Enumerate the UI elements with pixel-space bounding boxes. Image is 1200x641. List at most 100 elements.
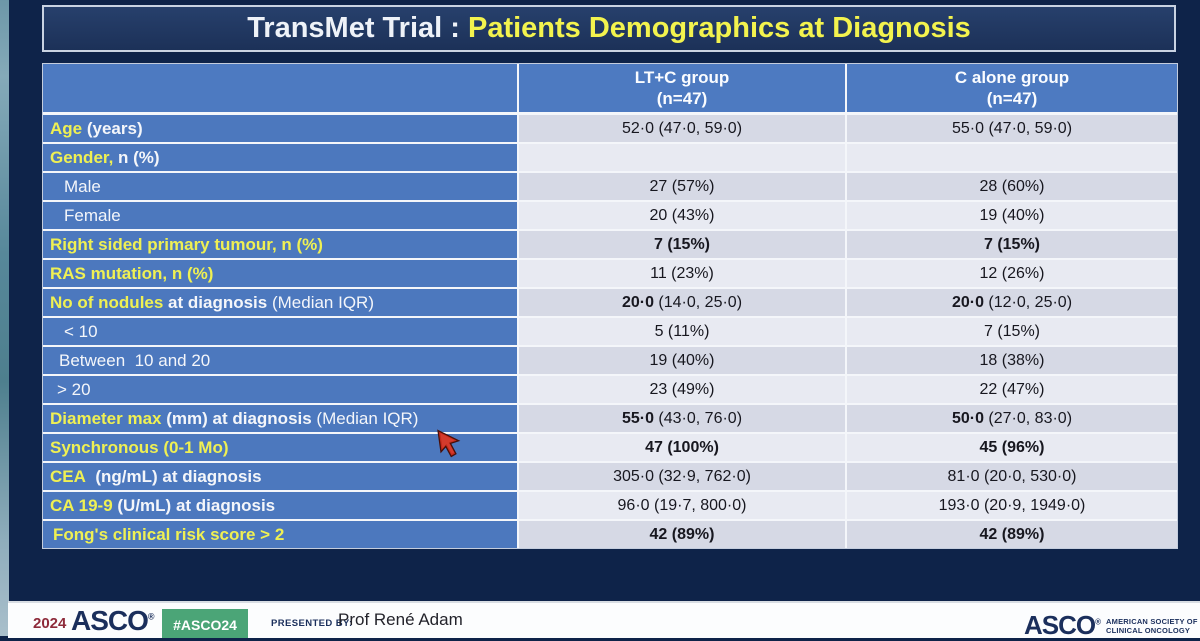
value-text: 42 (89%) [979, 525, 1045, 543]
value-text: 96·0 (19·7, 800·0) [617, 496, 747, 514]
c-alone-value-cell: 18 (38%) [847, 347, 1177, 374]
c-alone-value-cell: 42 (89%) [847, 521, 1177, 548]
value-text: 50·0 [951, 409, 984, 427]
label-text: Age [50, 118, 83, 138]
value-text: 11 (23%) [650, 264, 714, 282]
ltc-value-cell: 96·0 (19·7, 800·0) [519, 492, 847, 519]
footer-bar: 2024 ASCO® #ASCO24 PRESENTED BY: Prof Re… [8, 601, 1200, 641]
ltc-value-cell: 11 (23%) [519, 260, 847, 287]
header-c-alone-line1: C alone group [954, 68, 1070, 87]
value-text: 5 (11%) [654, 322, 710, 340]
header-label-cell [43, 64, 519, 112]
value-text: (14·0, 25·0) [653, 293, 743, 311]
title-prefix: TransMet Trial : [247, 12, 468, 44]
value-text: 22 (47%) [979, 380, 1045, 398]
table-row: Female 20 (43%) 19 (40%) [43, 202, 1177, 231]
ltc-value-cell: 19 (40%) [519, 347, 847, 374]
value-text: 55·0 [621, 409, 654, 427]
ltc-value-cell: 55·0 (43·0, 76·0) [519, 405, 847, 432]
ltc-value-cell [519, 144, 847, 171]
value-text: 193·0 (20·9, 1949·0) [938, 496, 1086, 514]
header-ltc-line2: (n=47) [656, 89, 708, 108]
row-label-cell: RAS mutation, n (%) [43, 260, 519, 287]
value-text: 7 (15%) [983, 322, 1041, 340]
value-text: (12·0, 25·0) [983, 293, 1073, 311]
value-text: 7 (15%) [653, 235, 711, 253]
table-row: Between 10 and 20 19 (40%) 18 (38%) [43, 347, 1177, 376]
label-text: No of nodules [50, 292, 164, 312]
c-alone-value-cell: 12 (26%) [847, 260, 1177, 287]
table-row: > 20 23 (49%) 22 (47%) [43, 376, 1177, 405]
label-text: Fong's clinical risk score > 2 [53, 524, 285, 544]
c-alone-value-cell: 22 (47%) [847, 376, 1177, 403]
c-alone-value-cell: 50·0 (27·0, 83·0) [847, 405, 1177, 432]
label-text: n (%) [113, 147, 160, 167]
mouse-cursor-icon [437, 429, 461, 458]
row-label-cell: < 10 [43, 318, 519, 345]
row-label-cell: Female [43, 202, 519, 229]
table-row: Male 27 (57%) 28 (60%) [43, 173, 1177, 202]
presented-by-label: PRESENTED BY: [271, 618, 353, 629]
table-row: Age (years) 52·0 (47·0, 59·0) 55·0 (47·0, … [43, 115, 1177, 144]
value-text: 20·0 [951, 293, 984, 311]
row-label-cell: No of nodules at diagnosis (Median IQR) [43, 289, 519, 316]
value-text: 18 (38%) [979, 351, 1045, 369]
table-row: CA 19-9 (U/mL) at diagnosis 96·0 (19·7, 8… [43, 492, 1177, 521]
label-text: (ng/mL) at diagnosis [85, 466, 262, 486]
header-c-alone-line2: (n=47) [986, 89, 1038, 108]
c-alone-value-cell: 20·0 (12·0, 25·0) [847, 289, 1177, 316]
ltc-value-cell: 20 (43%) [519, 202, 847, 229]
table-row: No of nodules at diagnosis (Median IQR) 2… [43, 289, 1177, 318]
ltc-value-cell: 23 (49%) [519, 376, 847, 403]
c-alone-value-cell [847, 144, 1177, 171]
c-alone-value-cell: 193·0 (20·9, 1949·0) [847, 492, 1177, 519]
table-row: Right sided primary tumour, n (%) 7 (15%)… [43, 231, 1177, 260]
c-alone-value-cell: 45 (96%) [847, 434, 1177, 461]
row-label-cell: Diameter max (mm) at diagnosis (Median I… [43, 405, 519, 432]
value-text: 19 (40%) [979, 206, 1045, 224]
label-text: (U/mL) at diagnosis [112, 495, 276, 515]
row-label-cell: Right sided primary tumour, n (%) [43, 231, 519, 258]
value-text: 305·0 (32·9, 762·0) [613, 467, 751, 485]
label-text: Male [64, 176, 101, 196]
title-highlight: Patients Demographics at Diagnosis [467, 12, 971, 44]
label-text: Right sided primary tumour, n (%) [50, 234, 323, 254]
row-label-cell: Fong's clinical risk score > 2 [43, 521, 519, 548]
row-label-cell: Synchronous (0-1 Mo) [43, 434, 519, 461]
table-row: Synchronous (0-1 Mo) 47 (100%) 45 (96%) [43, 434, 1177, 463]
row-label-cell: CA 19-9 (U/mL) at diagnosis [43, 492, 519, 519]
row-label-cell: Age (years) [43, 115, 519, 142]
label-text: at diagnosis [163, 292, 268, 312]
value-text: 52·0 (47·0, 59·0) [621, 119, 743, 137]
demographics-table: LT+C group (n=47) C alone group (n=47) A… [42, 63, 1178, 549]
c-alone-value-cell: 28 (60%) [847, 173, 1177, 200]
ltc-value-cell: 305·0 (32·9, 762·0) [519, 463, 847, 490]
row-label-cell: > 20 [43, 376, 519, 403]
header-ltc-group: LT+C group (n=47) [519, 64, 847, 112]
value-text: 55·0 (47·0, 59·0) [951, 119, 1073, 137]
value-text: 28 (60%) [979, 177, 1045, 195]
asco-logo-subtext: AMERICAN SOCIETY OF CLINICAL ONCOLOGY [1106, 617, 1198, 635]
label-text: Gender, [50, 147, 114, 167]
value-text: 12 (26%) [979, 264, 1045, 282]
header-c-alone-group: C alone group (n=47) [847, 64, 1177, 112]
c-alone-value-cell: 19 (40%) [847, 202, 1177, 229]
label-text: Synchronous (0-1 Mo) [50, 437, 229, 457]
asco-logo-wordmark: ASCO® [1024, 610, 1102, 640]
asco-society-logo: ASCO® AMERICAN SOCIETY OF CLINICAL ONCOL… [1024, 610, 1198, 641]
value-text: (27·0, 83·0) [983, 409, 1073, 427]
value-text: 19 (40%) [649, 351, 715, 369]
ltc-value-cell: 27 (57%) [519, 173, 847, 200]
label-text: (Median IQR) [311, 408, 419, 428]
value-text: (43·0, 76·0) [653, 409, 743, 427]
label-text: RAS mutation, n (%) [50, 263, 214, 283]
label-text: Diameter max [50, 408, 162, 428]
table-row: < 10 5 (11%) 7 (15%) [43, 318, 1177, 347]
value-text: 27 (57%) [649, 177, 715, 195]
ltc-value-cell: 52·0 (47·0, 59·0) [519, 115, 847, 142]
c-alone-value-cell: 7 (15%) [847, 231, 1177, 258]
ltc-value-cell: 42 (89%) [519, 521, 847, 548]
table-row: Diameter max (mm) at diagnosis (Median I… [43, 405, 1177, 434]
hashtag-label: #ASCO24 [173, 617, 237, 633]
table-row: CEA (ng/mL) at diagnosis 305·0 (32·9, 762… [43, 463, 1177, 492]
